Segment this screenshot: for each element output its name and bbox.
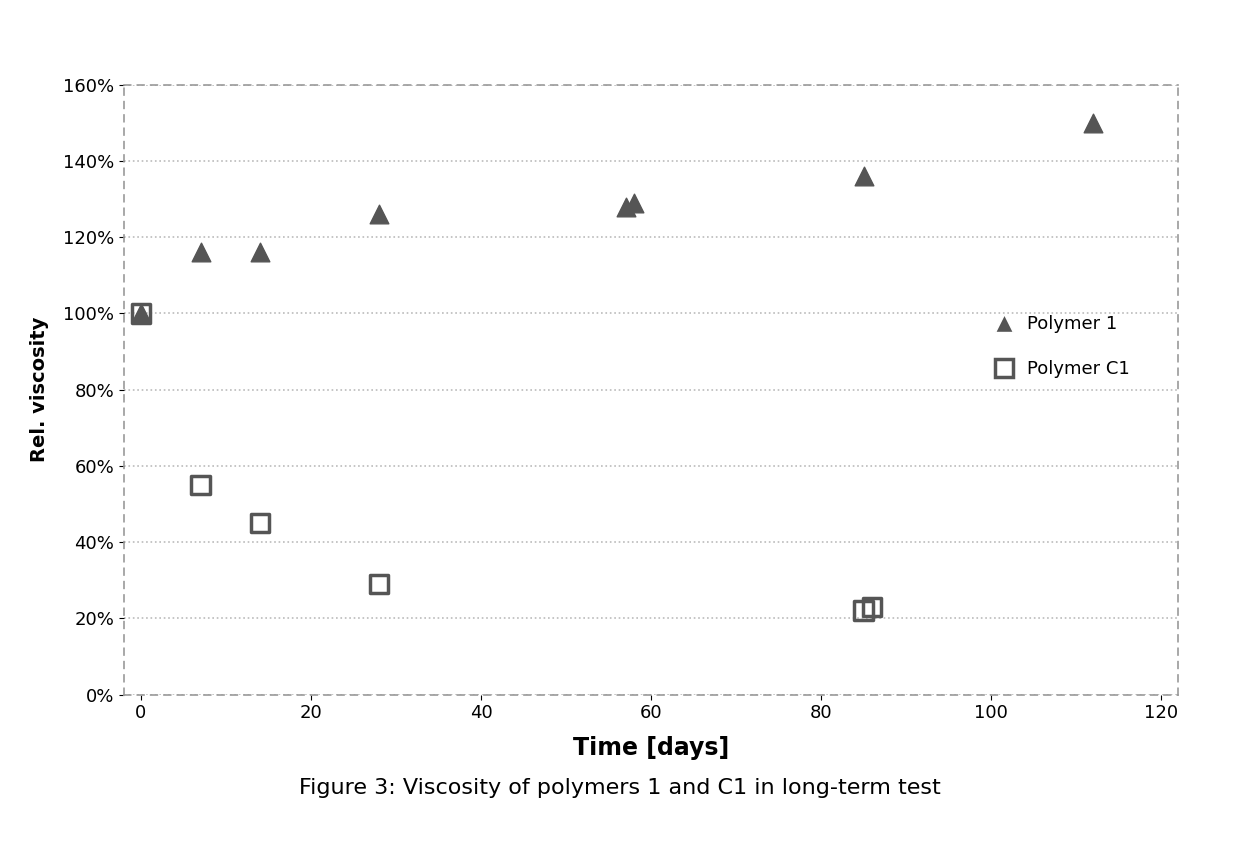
Polymer C1 (250, 516, 270, 530)
Polymer C1 (131, 307, 151, 320)
Polymer 1 (615, 200, 635, 213)
Y-axis label: Rel. viscosity: Rel. viscosity (30, 317, 50, 462)
Polymer C1 (191, 478, 211, 491)
Polymer 1 (370, 208, 389, 221)
Polymer 1 (853, 169, 873, 183)
Polymer C1 (370, 578, 389, 591)
Polymer 1 (191, 246, 211, 259)
Polymer 1 (624, 197, 644, 210)
Polymer 1 (1083, 116, 1102, 130)
X-axis label: Time [days]: Time [days] (573, 736, 729, 760)
Polymer 1 (250, 246, 270, 259)
Legend: Polymer 1, Polymer C1: Polymer 1, Polymer C1 (978, 308, 1137, 385)
Polymer C1 (862, 600, 882, 613)
Polymer 1 (131, 307, 151, 320)
Polymer C1 (853, 604, 873, 617)
Text: Figure 3: Viscosity of polymers 1 and C1 in long-term test: Figure 3: Viscosity of polymers 1 and C1… (299, 778, 941, 798)
